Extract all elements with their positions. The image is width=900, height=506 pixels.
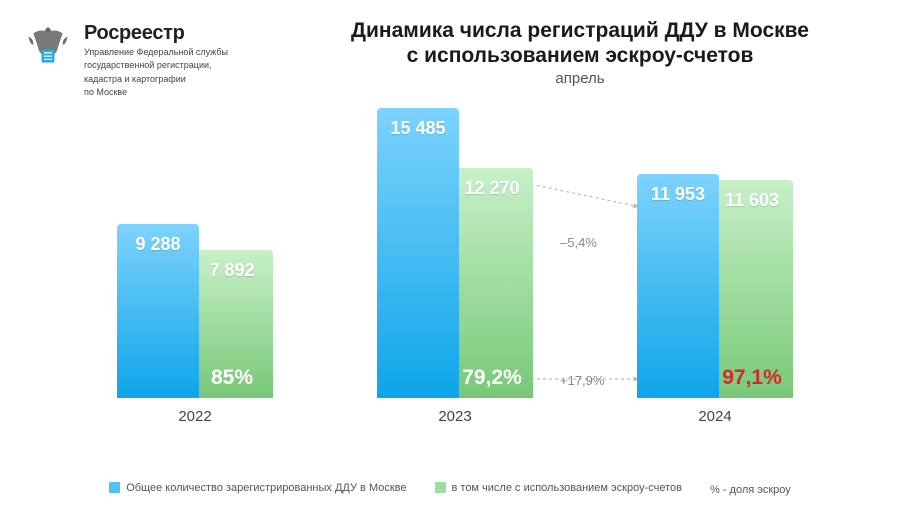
bar-total-2023: 15 485 (377, 108, 459, 398)
legend-label: Общее количество зарегистрированных ДДУ … (126, 482, 406, 494)
bar-total-2024: 11 953 (637, 174, 719, 398)
year-label: 2024 (615, 408, 815, 425)
bar-escrow-2022: 7 892 85% (191, 250, 273, 398)
bars-wrap: 9 288 7 892 85% (95, 98, 295, 398)
legend-swatch (435, 482, 446, 493)
legend: Общее количество зарегистрированных ДДУ … (0, 482, 900, 497)
chart-title-line2: с использованием эскроу-счетов (280, 43, 880, 68)
year-label: 2023 (355, 408, 555, 425)
bar-group-2024: 11 95311 603 97,1% 2024 (615, 98, 815, 425)
logo-text: Росреестр Управление Федеральной службы … (84, 22, 228, 98)
bars-wrap: 11 95311 603 97,1% (615, 98, 815, 398)
bar-escrow-2024: 11 603 97,1% (711, 180, 793, 398)
brand-name: Росреестр (84, 22, 228, 45)
bars-wrap: 15 485 12 270 79,2% (355, 98, 555, 398)
bar-total-label: 15 485 (377, 118, 459, 139)
logo-row: Росреестр Управление Федеральной службы … (22, 22, 242, 98)
bar-group-2022: 9 288 7 892 85% 2022 (95, 98, 295, 425)
bar-group-2023: 15 485 12 270 79,2% 2023 (355, 98, 555, 425)
bar-pct-label: 79,2% (451, 366, 533, 390)
bar-total-label: 11 953 (637, 184, 719, 205)
bar-escrow-label: 12 270 (451, 178, 533, 199)
legend-item: в том числе с использованием эскроу-счет… (435, 482, 682, 494)
chart-title-line1: Динамика числа регистраций ДДУ в Москве (280, 18, 880, 43)
legend-item: % - доля эскроу (710, 484, 791, 496)
rosreestr-eagle-icon (22, 22, 74, 74)
bar-escrow-label: 7 892 (191, 260, 273, 281)
chart-subtitle: апрель (280, 70, 880, 87)
bar-pct-label: 85% (191, 366, 273, 390)
chart-title-block: Динамика числа регистраций ДДУ в Москве … (280, 18, 880, 87)
bar-escrow-label: 11 603 (711, 190, 793, 211)
legend-swatch (109, 482, 120, 493)
bar-total-label: 9 288 (117, 234, 199, 255)
callout-label: –5,4% (560, 235, 597, 250)
bar-escrow-2023: 12 270 79,2% (451, 168, 533, 398)
legend-item: Общее количество зарегистрированных ДДУ … (109, 482, 406, 494)
callout-label: +17,9% (560, 373, 604, 388)
year-label: 2022 (95, 408, 295, 425)
page-root: Росреестр Управление Федеральной службы … (0, 0, 900, 506)
bar-total-2022: 9 288 (117, 224, 199, 398)
legend-label: % - доля эскроу (710, 484, 791, 496)
chart-area: 9 288 7 892 85% 2022 15 485 12 270 79,2% 2023 11… (95, 95, 835, 425)
brand-sub-2: государственной регистрации, (84, 60, 228, 71)
legend-label: в том числе с использованием эскроу-счет… (452, 482, 682, 494)
brand-sub-1: Управление Федеральной службы (84, 47, 228, 58)
brand-sub-3: кадастра и картографии (84, 74, 228, 85)
logo-block: Росреестр Управление Федеральной службы … (22, 22, 242, 98)
bar-pct-label: 97,1% (711, 366, 793, 390)
